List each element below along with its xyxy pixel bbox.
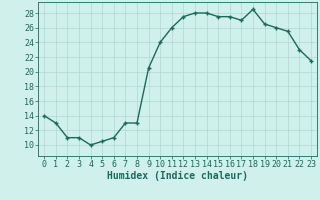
X-axis label: Humidex (Indice chaleur): Humidex (Indice chaleur)	[107, 171, 248, 181]
